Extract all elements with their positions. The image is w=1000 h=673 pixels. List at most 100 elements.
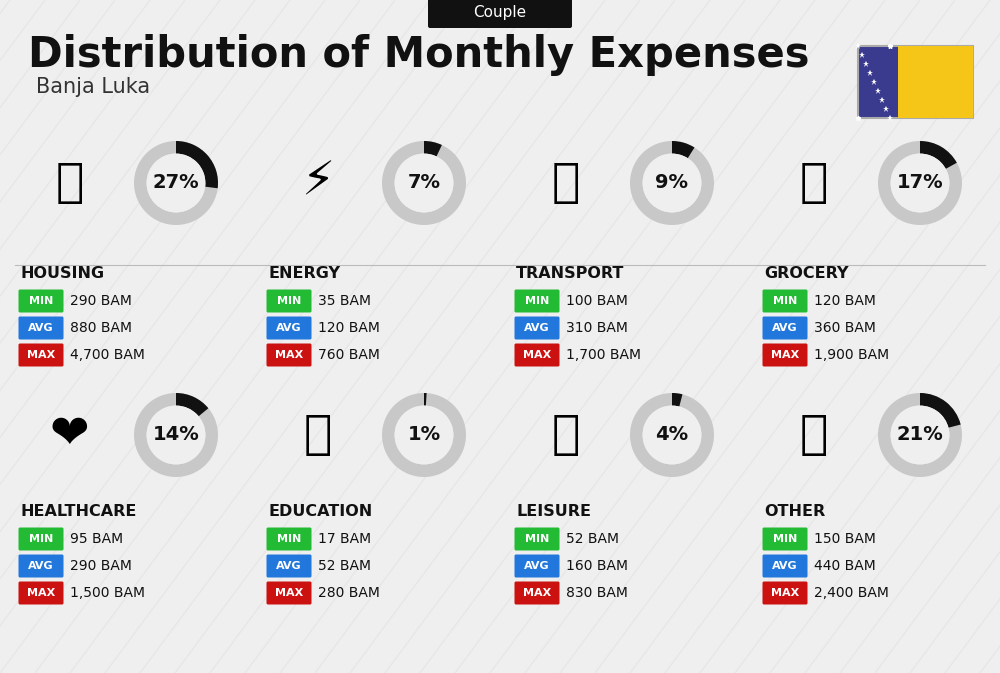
Text: OTHER: OTHER (764, 503, 825, 518)
Text: 🏙: 🏙 (56, 160, 84, 205)
Text: 35 BAM: 35 BAM (318, 294, 371, 308)
FancyBboxPatch shape (18, 581, 64, 604)
Text: Couple: Couple (473, 5, 527, 20)
Wedge shape (382, 393, 466, 477)
Text: MAX: MAX (275, 588, 303, 598)
Wedge shape (672, 393, 682, 406)
Text: AVG: AVG (772, 561, 798, 571)
Wedge shape (176, 393, 208, 417)
Text: 52 BAM: 52 BAM (318, 559, 371, 573)
Text: 150 BAM: 150 BAM (814, 532, 876, 546)
FancyBboxPatch shape (858, 46, 973, 118)
Text: TRANSPORT: TRANSPORT (516, 266, 624, 281)
Circle shape (643, 406, 701, 464)
Text: MIN: MIN (277, 534, 301, 544)
Text: MIN: MIN (773, 296, 797, 306)
Text: MAX: MAX (771, 350, 799, 360)
Text: 120 BAM: 120 BAM (814, 294, 876, 308)
Text: 120 BAM: 120 BAM (318, 321, 380, 335)
Text: 17 BAM: 17 BAM (318, 532, 371, 546)
Text: 🛍️: 🛍️ (552, 413, 580, 458)
Text: AVG: AVG (28, 561, 54, 571)
Text: 1,900 BAM: 1,900 BAM (814, 348, 889, 362)
Wedge shape (424, 141, 442, 156)
Text: MAX: MAX (27, 588, 55, 598)
Circle shape (395, 153, 453, 213)
Text: AVG: AVG (28, 323, 54, 333)
Text: AVG: AVG (524, 323, 550, 333)
Circle shape (891, 153, 949, 213)
Text: ❤️: ❤️ (50, 413, 90, 458)
FancyBboxPatch shape (266, 555, 312, 577)
Circle shape (395, 406, 453, 464)
Text: ⚡: ⚡ (301, 160, 335, 205)
Text: HEALTHCARE: HEALTHCARE (20, 503, 136, 518)
Wedge shape (878, 141, 962, 225)
FancyBboxPatch shape (428, 0, 572, 28)
Text: Banja Luka: Banja Luka (36, 77, 150, 97)
Wedge shape (134, 141, 218, 225)
Text: MAX: MAX (523, 588, 551, 598)
FancyBboxPatch shape (18, 343, 64, 367)
Text: 4%: 4% (655, 425, 689, 444)
FancyBboxPatch shape (763, 343, 808, 367)
Text: 🛒: 🛒 (800, 160, 828, 205)
Wedge shape (920, 393, 961, 427)
Text: 1%: 1% (407, 425, 441, 444)
Text: MIN: MIN (525, 296, 549, 306)
Text: 14%: 14% (153, 425, 199, 444)
FancyBboxPatch shape (266, 316, 312, 339)
FancyBboxPatch shape (266, 343, 312, 367)
FancyBboxPatch shape (763, 316, 808, 339)
Text: 9%: 9% (656, 174, 688, 192)
Wedge shape (382, 141, 466, 225)
Wedge shape (920, 141, 957, 169)
Text: 2,400 BAM: 2,400 BAM (814, 586, 889, 600)
Text: AVG: AVG (524, 561, 550, 571)
Text: 4,700 BAM: 4,700 BAM (70, 348, 145, 362)
FancyBboxPatch shape (18, 528, 64, 551)
Text: 🚌: 🚌 (552, 160, 580, 205)
Text: 160 BAM: 160 BAM (566, 559, 628, 573)
FancyBboxPatch shape (763, 528, 808, 551)
Text: 1,500 BAM: 1,500 BAM (70, 586, 145, 600)
FancyBboxPatch shape (18, 316, 64, 339)
Text: 440 BAM: 440 BAM (814, 559, 876, 573)
FancyBboxPatch shape (266, 581, 312, 604)
Wedge shape (176, 141, 218, 188)
Text: EDUCATION: EDUCATION (268, 503, 372, 518)
Wedge shape (672, 141, 695, 158)
Text: 🎓: 🎓 (304, 413, 332, 458)
Text: MAX: MAX (523, 350, 551, 360)
FancyBboxPatch shape (514, 289, 560, 312)
Text: 27%: 27% (153, 174, 199, 192)
Text: 880 BAM: 880 BAM (70, 321, 132, 335)
Text: MIN: MIN (525, 534, 549, 544)
Text: 21%: 21% (897, 425, 943, 444)
Text: MIN: MIN (277, 296, 301, 306)
FancyBboxPatch shape (18, 289, 64, 312)
Wedge shape (630, 141, 714, 225)
FancyBboxPatch shape (763, 289, 808, 312)
Text: 280 BAM: 280 BAM (318, 586, 380, 600)
Text: AVG: AVG (276, 323, 302, 333)
FancyBboxPatch shape (514, 555, 560, 577)
Text: 290 BAM: 290 BAM (70, 559, 132, 573)
Text: 830 BAM: 830 BAM (566, 586, 628, 600)
FancyBboxPatch shape (763, 555, 808, 577)
Text: 52 BAM: 52 BAM (566, 532, 619, 546)
Text: MIN: MIN (29, 296, 53, 306)
Text: 100 BAM: 100 BAM (566, 294, 628, 308)
FancyBboxPatch shape (514, 528, 560, 551)
Text: LEISURE: LEISURE (516, 503, 591, 518)
Text: ENERGY: ENERGY (268, 266, 340, 281)
Circle shape (147, 153, 205, 213)
Wedge shape (424, 393, 427, 406)
Polygon shape (898, 46, 973, 118)
FancyBboxPatch shape (266, 289, 312, 312)
Text: 17%: 17% (897, 174, 943, 192)
Circle shape (147, 406, 205, 464)
FancyBboxPatch shape (18, 555, 64, 577)
Text: 360 BAM: 360 BAM (814, 321, 876, 335)
Circle shape (891, 406, 949, 464)
